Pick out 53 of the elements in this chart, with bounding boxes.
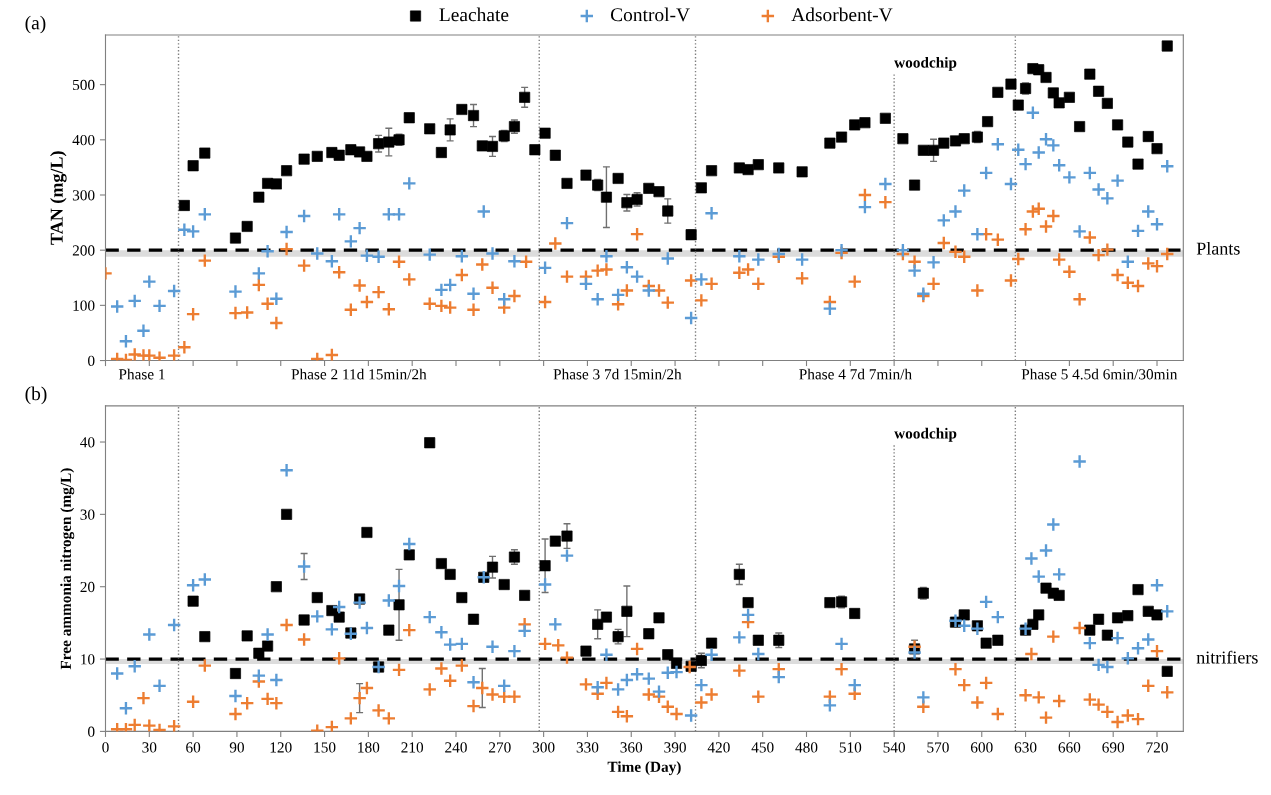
x-tick-label: 630 (1014, 742, 1037, 753)
x-axis-title: Time (Day) (607, 761, 681, 776)
legend-label: Leachate (439, 7, 509, 22)
x-tick-label: 210 (401, 742, 424, 753)
x-tick-label: 300 (532, 742, 555, 753)
y-tick-label: 500 (73, 79, 95, 91)
x-tick-label: 660 (1058, 742, 1081, 753)
x-tick-label: 120 (270, 742, 292, 753)
chart-title: (a) (25, 15, 46, 34)
x-tick-label: 540 (883, 742, 906, 753)
y-tick-label: 0 (88, 726, 95, 737)
x-tick-label: 480 (795, 742, 818, 753)
x-tick-label: 0 (102, 742, 109, 753)
x-tick-label: 240 (445, 742, 467, 753)
chart-title: (b) (25, 386, 47, 405)
legend-label: Control-V (610, 7, 690, 22)
text: Phase 3 7d 15min/2h (553, 368, 682, 380)
y-tick-label: 40 (80, 437, 95, 448)
x-tick-label: 150 (314, 742, 336, 753)
text: Phase 2 11d 15min/2h (291, 368, 427, 380)
x-tick-label: 720 (1146, 742, 1168, 753)
y-axis-title: TAN (mg/L) (50, 151, 67, 245)
y-tick-label: 10 (81, 654, 95, 665)
ref-line-label: nitrifiers (1196, 650, 1258, 664)
y-tick-label: 0 (88, 355, 95, 366)
legend-label: Adsorbent-V (791, 7, 893, 22)
x-tick-label: 570 (927, 742, 949, 753)
x-tick-label: 510 (839, 742, 862, 753)
x-tick-label: 60 (186, 742, 201, 753)
y-tick-label: 100 (73, 300, 95, 311)
x-tick-label: 360 (620, 742, 643, 753)
text: Phase 1 (118, 368, 165, 380)
x-tick-label: 30 (142, 742, 157, 753)
x-tick-label: 390 (664, 742, 686, 753)
x-tick-label: 600 (970, 742, 993, 753)
x-tick-label: 180 (358, 742, 380, 753)
ref-line-label: woodchip (894, 427, 957, 442)
text: Phase 4 7d 7min/h (799, 368, 912, 380)
ref-line-label: Plants (1196, 241, 1240, 255)
ref-line-label: woodchip (894, 56, 957, 71)
text: Phase 5 4.5d 6min/30min (1021, 368, 1178, 380)
y-tick-label: 30 (80, 509, 95, 520)
x-tick-label: 330 (576, 742, 599, 753)
y-axis-title: Free ammonia nitrogen (mg/L) (60, 468, 75, 670)
x-tick-label: 450 (751, 742, 774, 753)
x-tick-label: 270 (489, 742, 511, 753)
x-tick-label: 420 (707, 742, 730, 753)
x-tick-label: 90 (229, 742, 244, 753)
y-tick-label: 200 (72, 245, 95, 256)
y-tick-label: 400 (72, 134, 95, 146)
y-tick-label: 20 (80, 581, 95, 593)
y-tick-label: 300 (72, 190, 95, 201)
x-tick-label: 690 (1102, 742, 1125, 753)
